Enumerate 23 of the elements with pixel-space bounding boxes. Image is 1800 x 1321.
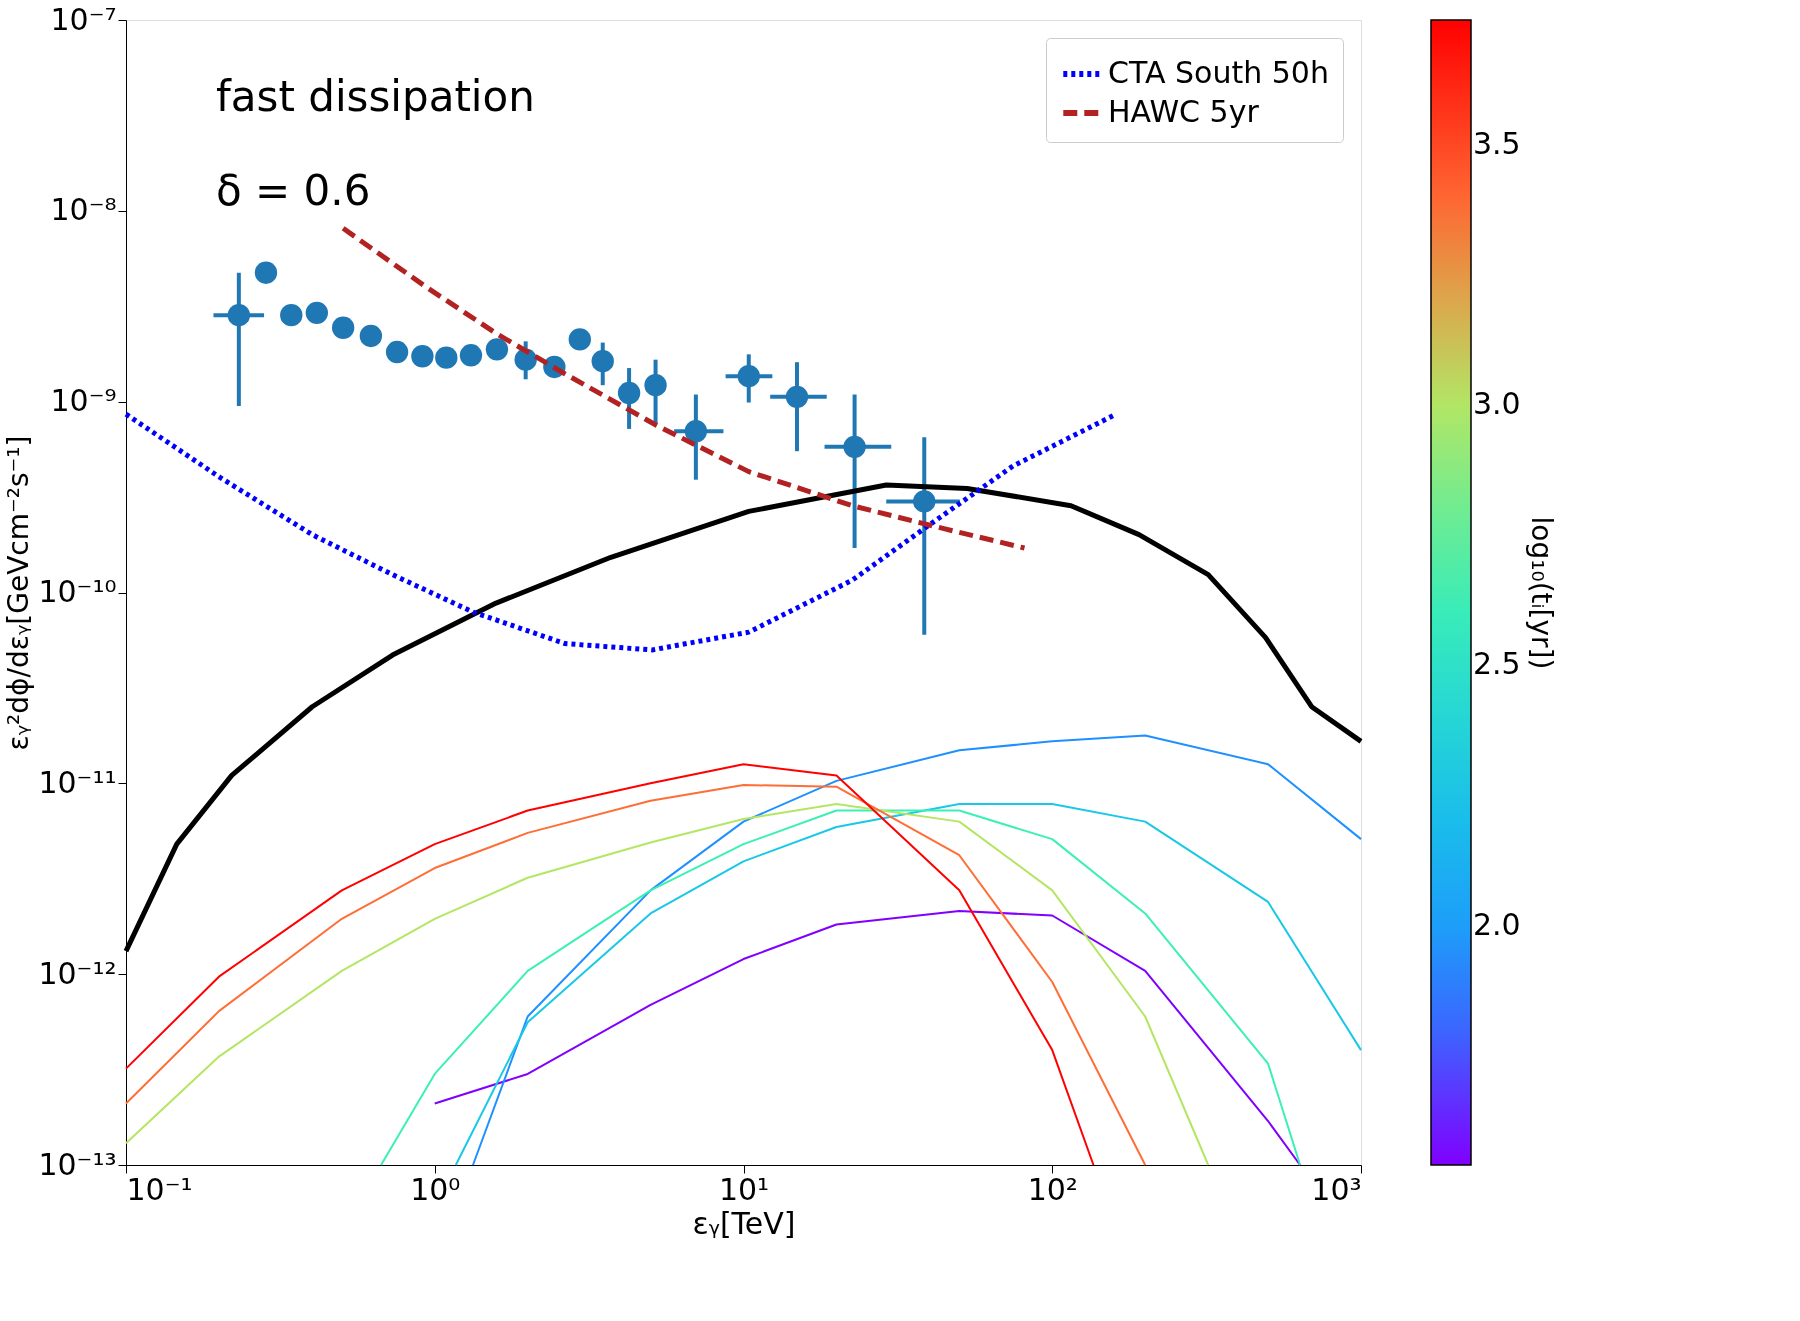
color-bar-title: log₁₀(tᵢ[yr]) — [1525, 516, 1558, 670]
color-bar-label: 3.5 — [1473, 125, 1521, 161]
x-tick-label: 10⁰ — [410, 1171, 461, 1207]
y-tick-label: 10⁻¹² — [38, 955, 117, 991]
y-tick-label: 10⁻⁹ — [50, 383, 117, 419]
x-axis-title: εᵧ[TeV] — [692, 1205, 796, 1241]
annotation: δ = 0.6 — [216, 166, 371, 215]
x-tick-label: 10² — [1027, 1171, 1078, 1207]
legend-label: HAWC 5yr — [1108, 94, 1260, 129]
color-bar-label: 2.0 — [1473, 906, 1521, 942]
x-tick-label: 10⁻¹ — [126, 1171, 193, 1207]
color-bar-label: 3.0 — [1473, 386, 1521, 422]
legend-label: CTA South 50h — [1108, 55, 1329, 90]
y-tick-label: 10⁻⁷ — [50, 1, 117, 37]
x-tick-label: 10³ — [1311, 1171, 1362, 1207]
color-bar-label: 2.5 — [1473, 646, 1521, 682]
y-tick-label: 10⁻⁸ — [50, 192, 117, 228]
annotation: fast dissipation — [216, 72, 535, 121]
y-axis-title: εᵧ²dϕ/dεᵧ[GeVcm⁻²s⁻¹] — [2, 435, 36, 751]
y-tick-label: 10⁻¹¹ — [38, 764, 117, 800]
x-tick-label: 10¹ — [718, 1171, 770, 1207]
y-tick-label: 10⁻¹⁰ — [38, 574, 117, 609]
y-tick-label: 10⁻¹³ — [38, 1146, 117, 1182]
